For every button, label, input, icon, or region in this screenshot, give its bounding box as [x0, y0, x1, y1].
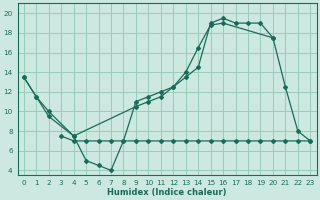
X-axis label: Humidex (Indice chaleur): Humidex (Indice chaleur): [107, 188, 227, 197]
